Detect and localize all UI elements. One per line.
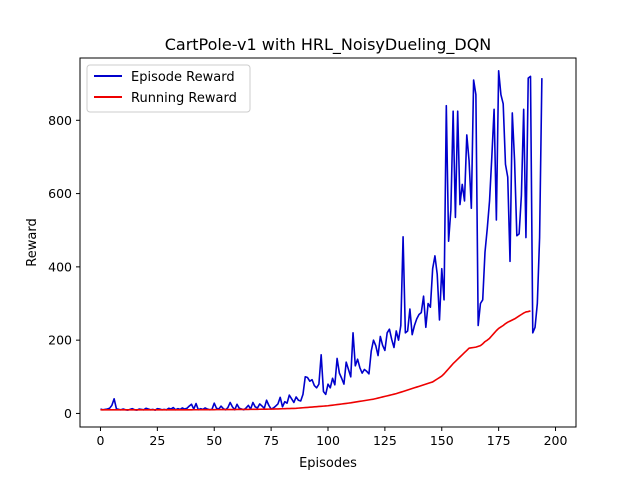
x-tick-label: 75 <box>263 433 279 448</box>
legend-box <box>86 64 251 113</box>
x-tick-label: 175 <box>487 433 511 448</box>
y-tick-label: 0 <box>64 406 72 421</box>
x-tick-label: 0 <box>97 433 105 448</box>
y-tick-label: 800 <box>48 113 72 128</box>
y-tick-label: 600 <box>48 186 72 201</box>
x-tick-label: 100 <box>316 433 340 448</box>
series-line-episode-reward <box>100 70 543 411</box>
y-tick-label: 400 <box>48 259 72 274</box>
series-layer <box>100 70 543 411</box>
chart-title: CartPole-v1 with HRL_NoisyDueling_DQN <box>165 35 492 55</box>
x-tick-label: 50 <box>206 433 222 448</box>
legend-label-episode-reward: Episode Reward <box>131 70 235 85</box>
x-tick-label: 150 <box>430 433 454 448</box>
y-axis-label: Reward <box>25 218 40 266</box>
y-axis: 0 200 400 600 800 <box>48 113 80 421</box>
series-line-running-reward <box>100 310 531 411</box>
x-tick-label: 125 <box>373 433 397 448</box>
x-axis: 0 25 50 75 100 125 150 175 200 <box>97 427 568 448</box>
y-tick-label: 200 <box>48 333 72 348</box>
legend-label-running-reward: Running Reward <box>131 91 237 106</box>
x-axis-label: Episodes <box>299 456 357 471</box>
x-tick-label: 25 <box>149 433 165 448</box>
x-tick-label: 200 <box>544 433 568 448</box>
legend: Episode Reward Running Reward <box>86 64 251 113</box>
